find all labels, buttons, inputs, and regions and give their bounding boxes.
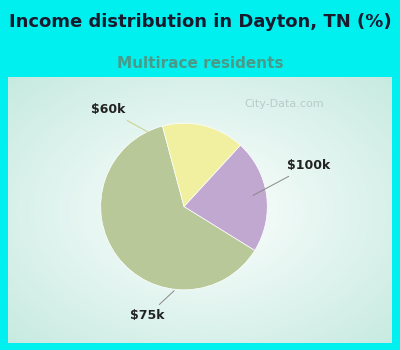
Text: Income distribution in Dayton, TN (%): Income distribution in Dayton, TN (%) [9, 13, 391, 30]
Wedge shape [162, 123, 240, 206]
Text: Multirace residents: Multirace residents [117, 56, 283, 71]
Text: City-Data.com: City-Data.com [245, 99, 324, 108]
Text: $75k: $75k [130, 291, 174, 322]
Text: $100k: $100k [253, 159, 330, 195]
Wedge shape [101, 126, 255, 290]
Wedge shape [184, 145, 267, 250]
Text: $60k: $60k [91, 103, 147, 132]
